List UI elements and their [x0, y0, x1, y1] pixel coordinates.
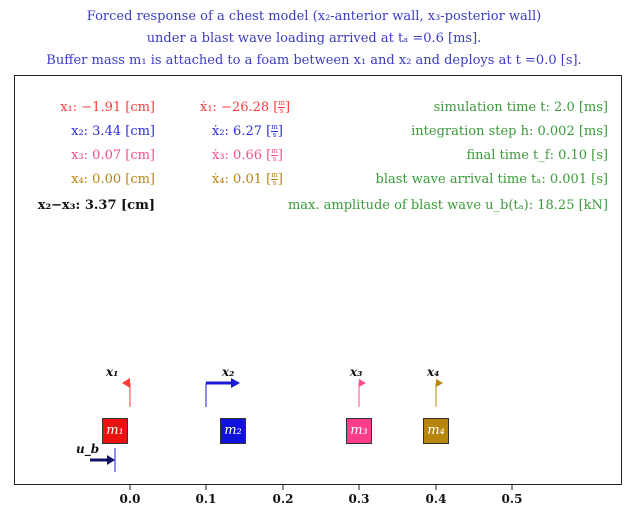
- blast-amplitude: max. amplitude of blast wave u_b(tₐ): 18…: [287, 198, 608, 213]
- title-line-3: Buffer mass m₁ is attached to a foam bet…: [46, 53, 582, 68]
- tick-label-1: 0.1: [195, 492, 217, 506]
- x2-minus-x3-displacement: x₂−x₃: 3.37 [cm]: [37, 198, 155, 213]
- x1-displacement: x₁: −1.91 [cm]: [60, 100, 155, 115]
- x3-velocity: ẋ₃: 0.66 [m s]: [212, 147, 283, 164]
- tick-label-2: 0.2: [272, 492, 294, 506]
- x3-arrow-icon: [359, 379, 366, 387]
- blast-arrival-time: blast wave arrival time tₐ: 0.001 [s]: [375, 172, 608, 187]
- mass-m4: m₄: [423, 418, 449, 444]
- mass-m3: m₃: [346, 418, 372, 444]
- x1-velocity-value: ẋ₁: −26.28: [200, 100, 270, 115]
- x3-label: x₃: [350, 365, 363, 379]
- title-line-1: Forced response of a chest model (x₂-ant…: [86, 9, 542, 24]
- x1-velocity: ẋ₁: −26.28 [m s]: [200, 99, 291, 116]
- tick-label-3: 0.3: [348, 492, 370, 506]
- plot-frame: [14, 75, 622, 485]
- simulation-time: simulation time t: 2.0 [ms]: [433, 100, 608, 115]
- x2-displacement: x₂: 3.44 [cm]: [71, 124, 155, 139]
- force-label: u_b: [76, 442, 100, 456]
- tick-label-0: 0.0: [119, 492, 141, 506]
- final-time: final time t_f: 0.10 [s]: [466, 148, 608, 163]
- x3-velocity-value: ẋ₃: 0.66: [212, 148, 263, 163]
- x2-arrow-icon: [231, 378, 240, 388]
- force-arrow-icon: [107, 455, 115, 465]
- mass-m2: m₂: [220, 418, 246, 444]
- x4-velocity-value: ẋ₄: 0.01: [212, 172, 263, 187]
- x4-arrow-icon: [436, 379, 443, 387]
- x4-label: x₄: [427, 365, 440, 379]
- x1-arrow-icon: [122, 378, 130, 388]
- mass-m1: m₁: [102, 418, 128, 444]
- x4-velocity: ẋ₄: 0.01 [m s]: [212, 171, 283, 188]
- tick-label-4: 0.4: [425, 492, 447, 506]
- integration-step: integration step h: 0.002 [ms]: [411, 124, 608, 139]
- x2-velocity-value: ẋ₂: 6.27: [212, 124, 263, 139]
- tick-label-5: 0.5: [501, 492, 523, 506]
- x4-displacement: x₄: 0.00 [cm]: [71, 172, 155, 187]
- x3-displacement: x₃: 0.07 [cm]: [71, 148, 155, 163]
- title-line-2: under a blast wave loading arrived at tₐ…: [146, 31, 482, 46]
- x2-velocity: ẋ₂: 6.27 [m s]: [212, 123, 283, 140]
- x1-label: x₁: [106, 365, 119, 379]
- x2-label: x₂: [222, 365, 235, 379]
